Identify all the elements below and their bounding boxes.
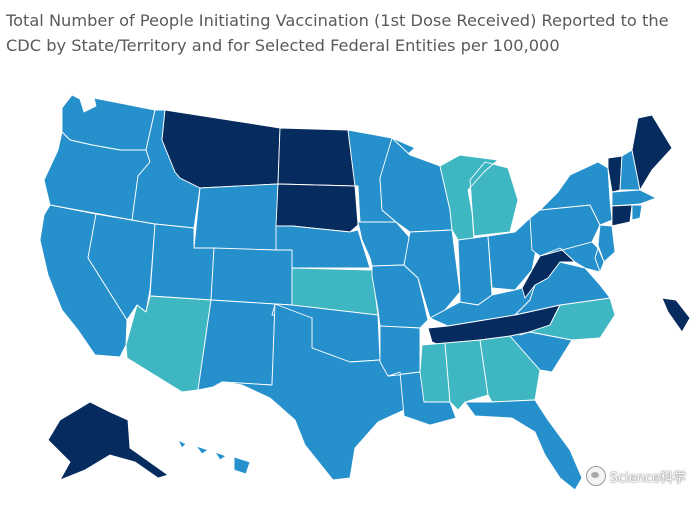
state-hi [177, 439, 251, 475]
state-nd [277, 127, 356, 187]
state-ma [611, 189, 657, 207]
state-wi [379, 137, 453, 233]
states-layer [39, 94, 691, 491]
map-title: Total Number of People Initiating Vaccin… [6, 11, 669, 55]
state-nm [197, 299, 276, 391]
state-md [539, 241, 601, 273]
state-ny [539, 161, 613, 226]
state-wy [193, 183, 279, 251]
state-ct [611, 204, 633, 227]
state-oh [487, 217, 539, 291]
state-ar [379, 325, 421, 377]
state-mi [439, 154, 519, 241]
state-nj [597, 224, 616, 263]
state-me [631, 114, 673, 191]
state-co [210, 247, 293, 306]
state-vt [607, 155, 623, 193]
state-ri [631, 204, 643, 221]
state-ak [47, 401, 169, 481]
state-nc [519, 297, 616, 341]
state-az [125, 295, 212, 393]
state-ms [419, 342, 451, 403]
state-in [457, 235, 493, 306]
state-tx [221, 303, 405, 481]
state-fl [464, 399, 583, 491]
watermark: Science科学 [585, 466, 686, 486]
state-pr [661, 297, 691, 333]
wechat-icon [585, 466, 606, 486]
state-sd [275, 183, 359, 233]
watermark-text: Science科学 [609, 470, 686, 486]
state-mt [161, 109, 281, 189]
state-ne [275, 225, 371, 269]
